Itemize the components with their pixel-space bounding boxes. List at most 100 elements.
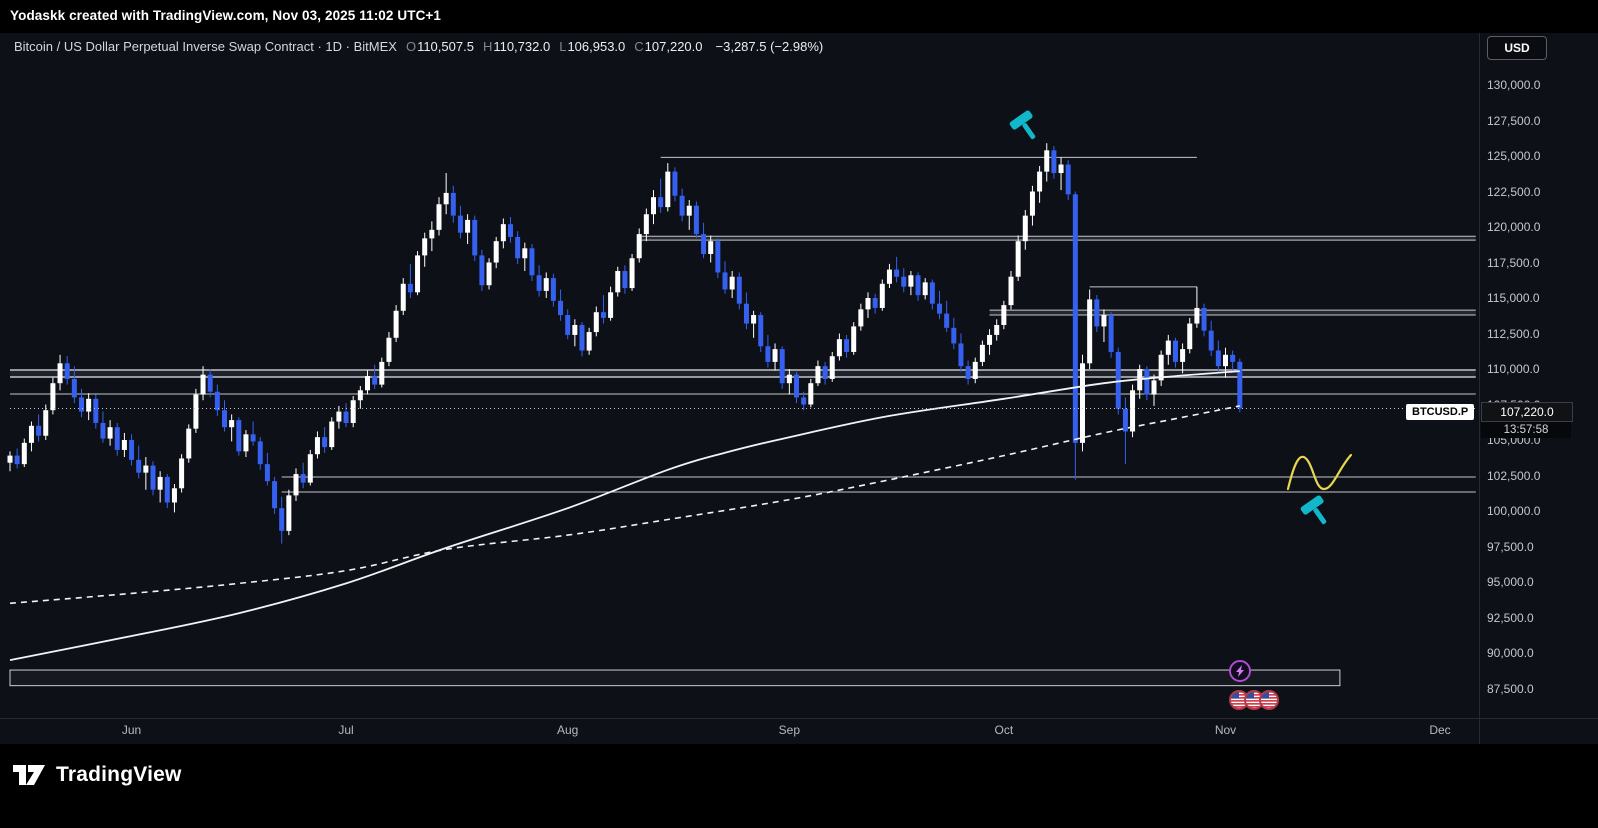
price-tick-label: 90,000.0 [1487,646,1534,660]
candle-up [1080,363,1085,443]
candle-down [715,241,721,273]
candle-down [565,315,571,335]
candle-up [543,278,549,291]
candle-down [894,269,900,277]
candle-down [508,224,513,237]
candle-up [57,363,63,384]
change-value: −3,287.5 (−2.98%) [715,39,824,54]
tradingview-logo[interactable]: TradingView [12,762,182,788]
candle-up [1058,164,1064,174]
candle-down [64,363,70,379]
price-tick-label: 117,500.0 [1487,255,1540,270]
candle-up [422,238,428,256]
candle-up [415,255,421,293]
month-tick-label: Sep [778,723,801,737]
time-axis[interactable]: Jun Jul Aug Sep Oct Nov Dec [0,719,1598,744]
candle-down [236,420,242,452]
candle-up [329,421,335,448]
candle-down [343,411,349,423]
last-price-label: 107,220.0 [1481,402,1573,422]
tradingview-logo-mark [13,765,45,785]
candle-down [1215,350,1221,367]
level-zone-fill [989,310,1476,316]
candle-down [672,171,678,196]
candle-up [629,258,635,289]
candle-up [972,361,978,379]
high-value: 110,732.0 [493,39,551,54]
price-tick-label: 122,500.0 [1487,184,1541,199]
gavel-head [1009,110,1033,130]
candle-up [708,241,714,254]
candle-up [879,283,885,308]
candle-up [1194,307,1200,324]
price-tick-label: 97,500.0 [1487,539,1534,554]
candle-down [515,236,521,259]
candle-up [171,488,177,503]
candle-down [736,276,742,304]
open-label: O [405,39,417,54]
month-tick-label: Dec [1429,723,1451,737]
candle-down [222,410,227,428]
candle-down [958,343,964,367]
symbol-ohlc-row: Bitcoin / US Dollar Perpetual Inverse Sw… [14,39,823,54]
candle-up [386,337,392,362]
candle-down [722,272,728,290]
lightning-event-icon[interactable] [1229,660,1251,682]
flag-stripe [1230,703,1248,705]
candle-up [293,474,299,496]
ma-line-dashed[interactable] [9,405,1240,605]
flag-stripe [1260,700,1278,702]
gavel-icon[interactable] [1300,494,1335,530]
price-axis[interactable]: 130,000.0 127,500.0 125,000.0 122,500.0 120,… [1479,33,1598,744]
price-tick-label: 115,000.0 [1487,291,1540,305]
squiggle-drawing[interactable] [1286,453,1353,491]
gavel-handle [1313,508,1327,525]
price-tick-label: 112,500.0 [1487,326,1540,341]
candle-down [1230,354,1236,362]
bottom-range-box[interactable] [9,669,1341,687]
candlestick-series [7,143,1243,544]
ma-line-solid[interactable] [9,370,1240,661]
candle-down [93,398,99,423]
open-value: 110,507.5 [417,39,474,54]
candle-down [779,349,785,384]
candle-up [50,383,56,411]
candle-down [929,282,935,304]
price-tick-label: 102,500.0 [1487,468,1541,483]
price-tick-label: 130,000.0 [1487,78,1541,92]
low-value: 106,953.0 [567,39,626,54]
gavel-icon[interactable] [1009,109,1044,145]
symbol-title[interactable]: Bitcoin / US Dollar Perpetual Inverse Sw… [14,39,397,54]
candle-up [522,248,528,259]
candle-down [214,391,220,411]
candle-down [1122,408,1128,432]
low-label: L [559,39,567,54]
candle-up [1151,380,1157,395]
candle-down [372,376,378,385]
candle-up [86,398,92,412]
candle-down [479,255,485,286]
candle-down [965,366,971,379]
candle-up [336,411,342,422]
candle-down [1208,330,1214,351]
gavel-head [1300,495,1324,515]
candle-up [357,390,363,401]
level-zone-fill [10,369,1476,377]
candle-down [14,455,20,465]
candle-up [608,292,614,318]
price-tick-label: 125,000.0 [1487,149,1541,163]
flag-canton [1245,691,1254,699]
candle-up [593,312,599,333]
us-flag-icon[interactable] [1230,691,1248,709]
candle-up [143,465,149,473]
close-value: 107,220.0 [644,39,703,54]
candle-down [1108,315,1114,352]
candle-up [586,332,592,351]
candle-up [7,455,13,463]
candle-down [758,315,764,347]
candle-up [808,383,814,405]
candle-down [1115,351,1121,409]
currency-toggle-button[interactable]: USD [1487,36,1547,60]
candle-down [1065,164,1071,195]
